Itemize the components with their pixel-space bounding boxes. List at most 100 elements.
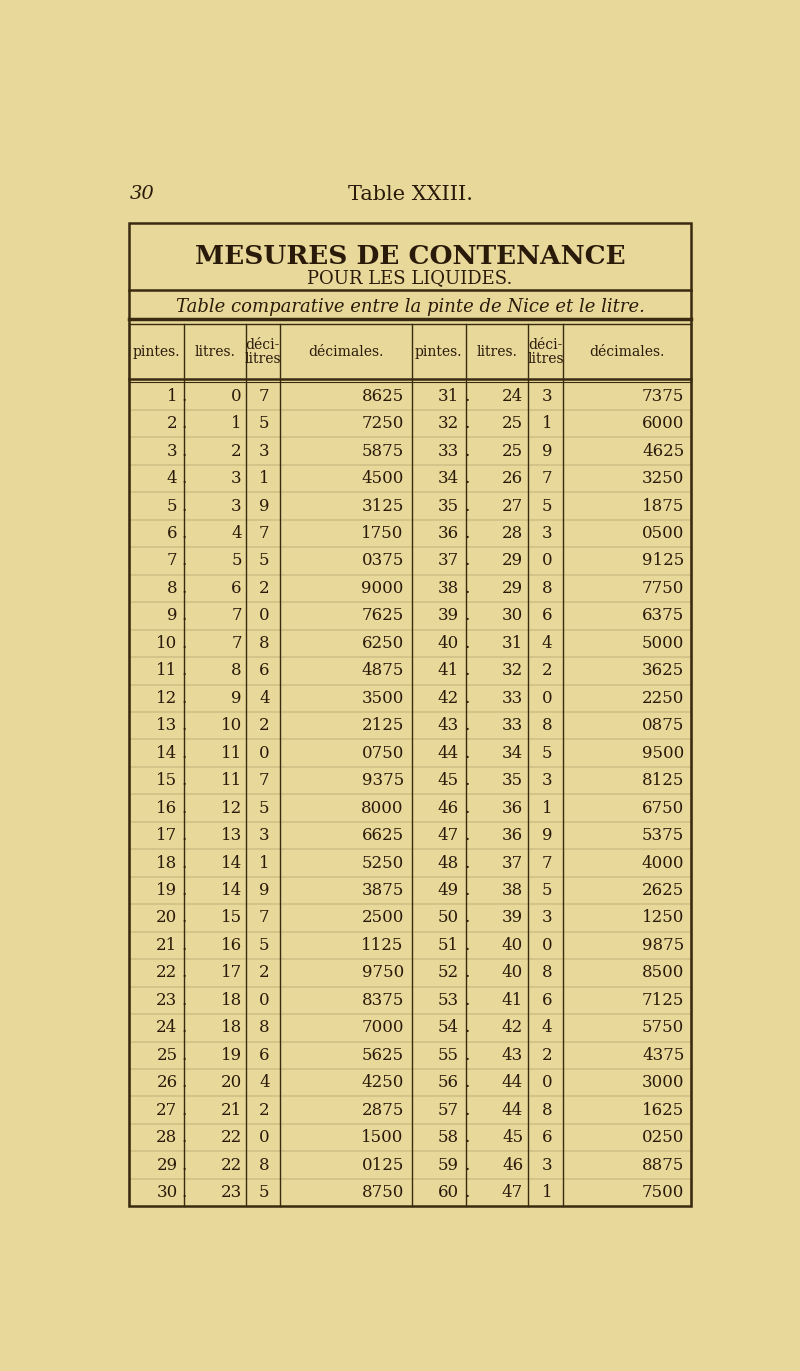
Text: 19: 19	[156, 882, 178, 899]
Text: 8875: 8875	[642, 1157, 684, 1174]
Text: 9875: 9875	[642, 936, 684, 954]
Text: 0750: 0750	[362, 744, 404, 762]
Text: 21: 21	[156, 936, 178, 954]
Text: 8750: 8750	[362, 1185, 404, 1201]
Text: 2: 2	[259, 964, 270, 982]
Text: 7750: 7750	[642, 580, 684, 596]
Text: 13: 13	[156, 717, 178, 735]
Text: 34: 34	[438, 470, 459, 487]
Text: 1: 1	[542, 1185, 553, 1201]
Text: 8: 8	[542, 717, 553, 735]
Text: .: .	[464, 1157, 469, 1174]
Text: 0875: 0875	[642, 717, 684, 735]
Text: 8125: 8125	[642, 772, 684, 790]
Text: 3: 3	[542, 1157, 553, 1174]
Text: 34: 34	[502, 744, 523, 762]
Text: .: .	[464, 1047, 469, 1064]
Text: .: .	[464, 415, 469, 432]
Text: 32: 32	[438, 415, 459, 432]
Text: 1: 1	[259, 854, 270, 872]
Text: 6: 6	[259, 662, 270, 679]
Text: 3250: 3250	[642, 470, 684, 487]
Text: .: .	[182, 1185, 187, 1201]
Text: 23: 23	[156, 991, 178, 1009]
Text: .: .	[182, 991, 187, 1009]
Text: 2: 2	[231, 443, 242, 459]
Text: 39: 39	[438, 607, 459, 624]
Text: 0: 0	[542, 690, 553, 707]
Text: 42: 42	[502, 1019, 523, 1036]
Text: décimales.: décimales.	[308, 344, 383, 359]
Text: 7: 7	[542, 854, 553, 872]
Text: 49: 49	[438, 882, 459, 899]
Text: .: .	[182, 553, 187, 569]
Text: .: .	[464, 1019, 469, 1036]
Text: 4: 4	[231, 525, 242, 542]
Text: 7625: 7625	[362, 607, 404, 624]
Text: 9000: 9000	[362, 580, 404, 596]
Text: MESURES DE CONTENANCE: MESURES DE CONTENANCE	[194, 244, 626, 269]
Text: 9: 9	[259, 498, 270, 514]
Text: Table XXIII.: Table XXIII.	[347, 185, 473, 203]
Text: .: .	[182, 1019, 187, 1036]
Text: 29: 29	[502, 580, 523, 596]
Text: 16: 16	[221, 936, 242, 954]
Text: 8: 8	[259, 635, 270, 651]
Text: 0: 0	[542, 553, 553, 569]
Text: 7: 7	[542, 470, 553, 487]
Text: 1500: 1500	[362, 1130, 404, 1146]
Text: 15: 15	[221, 909, 242, 927]
Text: .: .	[464, 909, 469, 927]
Text: 5: 5	[231, 553, 242, 569]
Text: 3: 3	[259, 443, 270, 459]
Text: 3875: 3875	[362, 882, 404, 899]
Text: 43: 43	[438, 717, 459, 735]
Text: 56: 56	[438, 1075, 459, 1091]
Text: 6250: 6250	[362, 635, 404, 651]
Text: 4375: 4375	[642, 1047, 684, 1064]
Text: .: .	[182, 470, 187, 487]
Text: 5: 5	[167, 498, 178, 514]
Text: 29: 29	[156, 1157, 178, 1174]
Text: 14: 14	[156, 744, 178, 762]
Text: 4250: 4250	[362, 1075, 404, 1091]
Text: .: .	[182, 690, 187, 707]
Text: 22: 22	[221, 1130, 242, 1146]
Text: 6: 6	[259, 1047, 270, 1064]
Text: 8: 8	[542, 1102, 553, 1119]
Text: 0: 0	[259, 1130, 270, 1146]
Text: 2: 2	[542, 1047, 553, 1064]
Text: 54: 54	[438, 1019, 459, 1036]
Text: .: .	[464, 607, 469, 624]
Text: 0500: 0500	[642, 525, 684, 542]
Text: 38: 38	[438, 580, 459, 596]
Text: 28: 28	[502, 525, 523, 542]
Text: .: .	[464, 1185, 469, 1201]
Text: .: .	[464, 388, 469, 404]
Text: 9: 9	[542, 443, 553, 459]
Text: 32: 32	[502, 662, 523, 679]
Text: .: .	[464, 662, 469, 679]
Text: 3: 3	[542, 388, 553, 404]
Text: 40: 40	[502, 964, 523, 982]
Text: .: .	[182, 882, 187, 899]
Text: 5: 5	[259, 799, 270, 817]
Text: 8: 8	[231, 662, 242, 679]
Text: 50: 50	[438, 909, 459, 927]
Text: 30: 30	[502, 607, 523, 624]
Text: 6: 6	[542, 1130, 553, 1146]
Text: 4: 4	[542, 635, 553, 651]
Text: 4875: 4875	[362, 662, 404, 679]
Text: 0: 0	[259, 991, 270, 1009]
Text: 5: 5	[542, 882, 553, 899]
Text: 36: 36	[502, 799, 523, 817]
Text: 33: 33	[502, 717, 523, 735]
Text: 1250: 1250	[642, 909, 684, 927]
Text: 39: 39	[502, 909, 523, 927]
Text: 1: 1	[231, 415, 242, 432]
Text: .: .	[182, 1102, 187, 1119]
Text: .: .	[464, 443, 469, 459]
Text: 5: 5	[259, 415, 270, 432]
Text: 7125: 7125	[642, 991, 684, 1009]
Text: 3: 3	[231, 498, 242, 514]
